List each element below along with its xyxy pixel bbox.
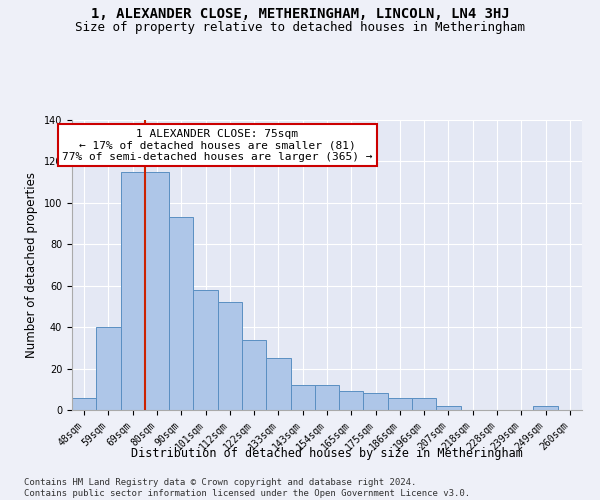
- Bar: [533, 406, 558, 410]
- Text: 1 ALEXANDER CLOSE: 75sqm
← 17% of detached houses are smaller (81)
77% of semi-d: 1 ALEXANDER CLOSE: 75sqm ← 17% of detach…: [62, 128, 373, 162]
- Bar: [364, 394, 388, 410]
- Text: Size of property relative to detached houses in Metheringham: Size of property relative to detached ho…: [75, 21, 525, 34]
- Bar: [145, 172, 169, 410]
- Bar: [388, 398, 412, 410]
- Bar: [72, 398, 96, 410]
- Text: Contains HM Land Registry data © Crown copyright and database right 2024.
Contai: Contains HM Land Registry data © Crown c…: [24, 478, 470, 498]
- Bar: [315, 385, 339, 410]
- Y-axis label: Number of detached properties: Number of detached properties: [25, 172, 38, 358]
- Bar: [96, 327, 121, 410]
- Bar: [290, 385, 315, 410]
- Bar: [266, 358, 290, 410]
- Text: 1, ALEXANDER CLOSE, METHERINGHAM, LINCOLN, LN4 3HJ: 1, ALEXANDER CLOSE, METHERINGHAM, LINCOL…: [91, 8, 509, 22]
- Text: Distribution of detached houses by size in Metheringham: Distribution of detached houses by size …: [131, 448, 523, 460]
- Bar: [242, 340, 266, 410]
- Bar: [193, 290, 218, 410]
- Bar: [436, 406, 461, 410]
- Bar: [339, 392, 364, 410]
- Bar: [218, 302, 242, 410]
- Bar: [169, 218, 193, 410]
- Bar: [121, 172, 145, 410]
- Bar: [412, 398, 436, 410]
